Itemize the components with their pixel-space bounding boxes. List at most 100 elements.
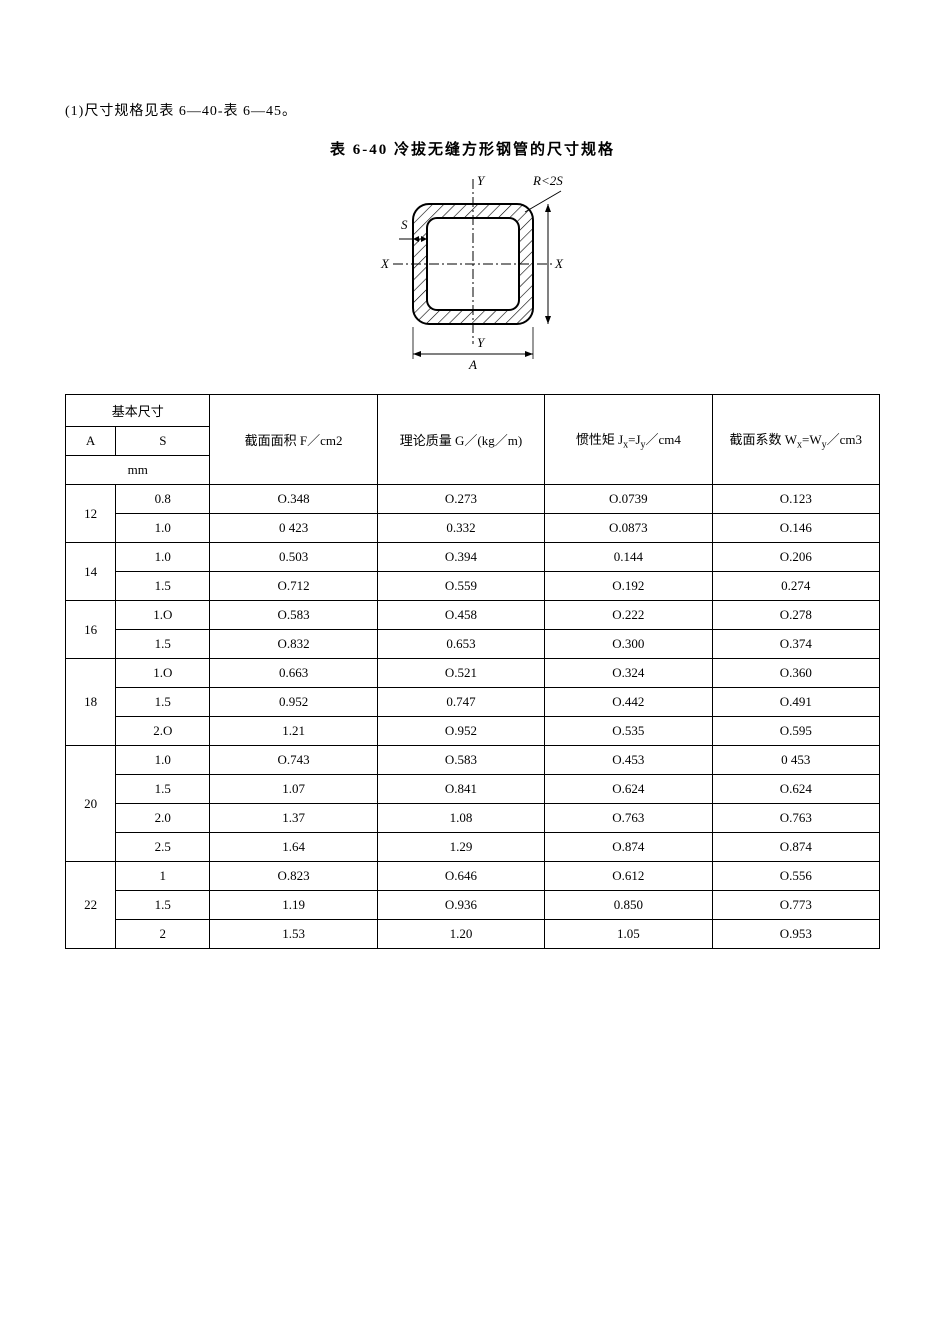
cell-g: 1.08 [377,804,544,833]
header-area: 截面面积 F／cm2 [210,395,377,485]
cell-f: 0.952 [210,688,377,717]
intro-text: (1)尺寸规格见表 6—40-表 6—45。 [65,100,880,120]
cell-f: O.743 [210,746,377,775]
cell-f: O.823 [210,862,377,891]
cell-s: 2.5 [116,833,210,862]
cell-g: O.936 [377,891,544,920]
cell-j: 0.144 [545,543,712,572]
cell-s: 2 [116,920,210,949]
cell-g: O.646 [377,862,544,891]
header-a: A [66,427,116,456]
cell-a: 12 [66,485,116,543]
wall-s-label: S [401,217,408,232]
cell-s: 1.5 [116,775,210,804]
axis-x-right-label: X [554,256,564,271]
table-title: 表 6-40 冷拔无缝方形钢管的尺寸规格 [65,138,880,159]
cell-f: 1.19 [210,891,377,920]
cell-j: O.324 [545,659,712,688]
cell-g: 1.29 [377,833,544,862]
cell-j: O.300 [545,630,712,659]
cell-s: 0.8 [116,485,210,514]
cell-w: 0 453 [712,746,879,775]
cell-j: 1.05 [545,920,712,949]
cell-j: O.624 [545,775,712,804]
cell-f: 1.53 [210,920,377,949]
cell-s: 1.0 [116,543,210,572]
cell-j: O.222 [545,601,712,630]
cell-w: O.953 [712,920,879,949]
header-mass: 理论质量 G／(kg／m) [377,395,544,485]
table-row: 181.O0.663O.521O.324O.360 [66,659,880,688]
cell-s: 2.0 [116,804,210,833]
table-row: 120.8O.348O.273O.0739O.123 [66,485,880,514]
cell-w: O.874 [712,833,879,862]
table-row: 1.00 4230.332O.0873O.146 [66,514,880,543]
cell-s: 1.5 [116,572,210,601]
cell-j: O.874 [545,833,712,862]
cell-j: O.535 [545,717,712,746]
cell-a: 22 [66,862,116,949]
table-row: 2.O1.21O.952O.535O.595 [66,717,880,746]
cell-a: 20 [66,746,116,862]
cell-a: 18 [66,659,116,746]
cell-s: 1.5 [116,630,210,659]
cell-g: 1.20 [377,920,544,949]
cell-g: 0.653 [377,630,544,659]
cell-s: 1.5 [116,688,210,717]
cell-w: O.374 [712,630,879,659]
cell-j: O.0739 [545,485,712,514]
cell-f: 1.21 [210,717,377,746]
axis-y-top-label: Y [477,173,486,188]
table-row: 2.51.641.29O.874O.874 [66,833,880,862]
cell-s: 2.O [116,717,210,746]
cell-g: O.952 [377,717,544,746]
cell-g: 0.332 [377,514,544,543]
cross-section-diagram: Y Y X X S R<2S A [65,169,880,384]
table-row: 1.5O.712O.559O.1920.274 [66,572,880,601]
cell-f: 1.64 [210,833,377,862]
cell-f: O.583 [210,601,377,630]
cell-f: O.712 [210,572,377,601]
header-inertia: 惯性矩 Jx=Jy／cm4 [545,395,712,485]
cell-s: 1.O [116,601,210,630]
spec-table: 基本尺寸 截面面积 F／cm2 理论质量 G／(kg／m) 惯性矩 Jx=Jy／… [65,394,880,949]
table-row: 221O.823O.646O.612O.556 [66,862,880,891]
cell-s: 1.0 [116,514,210,543]
table-row: 161.OO.583O.458O.222O.278 [66,601,880,630]
table-row: 141.00.503O.3940.144O.206 [66,543,880,572]
width-a-label: A [468,357,477,372]
cell-f: 0 423 [210,514,377,543]
cell-j: O.612 [545,862,712,891]
cell-a: 16 [66,601,116,659]
cell-s: 1 [116,862,210,891]
cell-w: O.123 [712,485,879,514]
cell-g: O.458 [377,601,544,630]
table-row: 2.01.371.08O.763O.763 [66,804,880,833]
square-tube-svg: Y Y X X S R<2S A [343,169,603,379]
cell-f: 0.503 [210,543,377,572]
header-section-modulus: 截面系数 Wx=Wy／cm3 [712,395,879,485]
header-mm: mm [66,456,210,485]
cell-j: O.192 [545,572,712,601]
cell-w: 0.274 [712,572,879,601]
cell-g: O.841 [377,775,544,804]
cell-f: 1.37 [210,804,377,833]
cell-w: O.624 [712,775,879,804]
axis-x-left-label: X [380,256,390,271]
cell-w: O.206 [712,543,879,572]
cell-g: O.273 [377,485,544,514]
cell-s: 1.0 [116,746,210,775]
cell-w: O.556 [712,862,879,891]
cell-g: O.394 [377,543,544,572]
table-row: 201.0O.743O.583O.4530 453 [66,746,880,775]
cell-f: 1.07 [210,775,377,804]
cell-j: 0.850 [545,891,712,920]
cell-j: O.0873 [545,514,712,543]
cell-w: O.360 [712,659,879,688]
table-row: 1.5O.8320.653O.300O.374 [66,630,880,659]
cell-w: O.763 [712,804,879,833]
cell-g: O.559 [377,572,544,601]
cell-s: 1.5 [116,891,210,920]
radius-r-label: R<2S [532,173,563,188]
cell-w: O.146 [712,514,879,543]
